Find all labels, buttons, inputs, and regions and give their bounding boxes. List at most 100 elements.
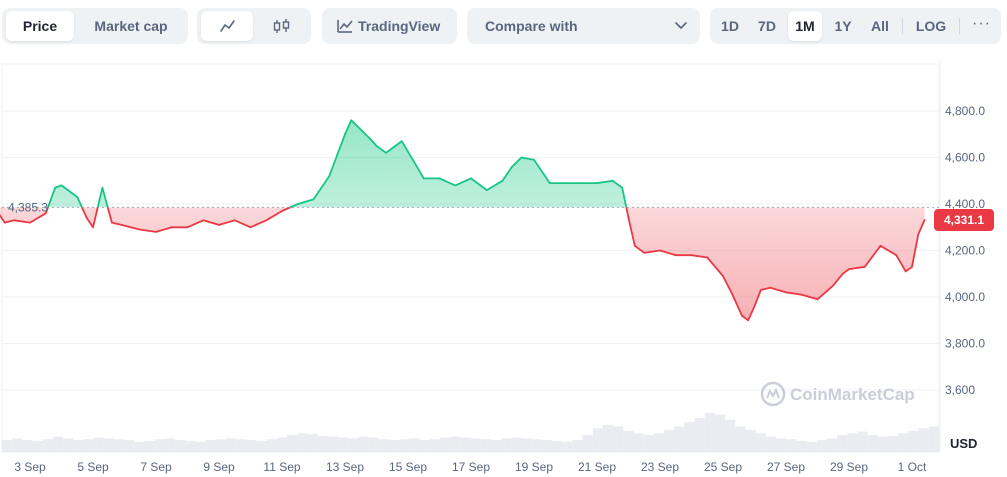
price-point (233, 219, 236, 222)
price-point (832, 284, 835, 287)
price-area-above (0, 120, 925, 208)
x-tick-label: 9 Sep (203, 460, 235, 474)
tradingview-button[interactable]: TradingView (322, 8, 457, 44)
range-1d-button[interactable]: 1D (721, 18, 739, 34)
price-point (621, 186, 624, 189)
price-point (627, 217, 630, 219)
price-point (643, 251, 646, 254)
volume-bar (888, 435, 899, 452)
volume-bar (776, 438, 787, 452)
price-line-above (47, 119, 628, 208)
volume-bar (164, 438, 176, 452)
volume-bar (103, 438, 115, 452)
price-point (580, 182, 583, 184)
chart-toolbar: Price Market cap TradingView Compare wit… (0, 8, 1007, 44)
candlestick-button[interactable] (255, 11, 307, 41)
volume-bar (796, 440, 807, 452)
price-point (202, 219, 205, 222)
volume-bar (12, 438, 23, 452)
volume-bar (521, 438, 532, 452)
volume-bar (175, 440, 186, 452)
x-tick-label: 29 Sep (830, 460, 868, 474)
volume-bar (490, 440, 502, 452)
price-point (611, 179, 614, 182)
last-price-label: 4,331.1 (944, 213, 984, 227)
price-point (470, 177, 472, 180)
price-point (170, 226, 173, 229)
price-point (520, 156, 523, 159)
volume-bar (185, 440, 196, 452)
price-point (328, 175, 331, 177)
volume-bar (287, 435, 298, 452)
price-point (800, 293, 803, 296)
price-point (564, 182, 567, 184)
price-point (722, 275, 724, 277)
volume-bar (725, 419, 736, 452)
tab-price[interactable]: Price (6, 11, 74, 41)
price-point (690, 254, 693, 257)
watermark: CoinMarketCap (760, 381, 915, 407)
compare-with-label: Compare with (485, 18, 578, 34)
volume-bar (755, 433, 766, 452)
volume-bar (867, 435, 878, 452)
range-1y-button[interactable]: 1Y (834, 18, 852, 34)
range-divider (902, 18, 903, 34)
price-point (101, 186, 104, 189)
volume-bar (531, 439, 542, 452)
price-chart: 4,385.3 4,800.0 4,600.0 4,400.0 4,200.0 4,00… (0, 60, 994, 474)
price-point (511, 165, 513, 168)
time-range-toggle: 1D 7D 1M 1Y All LOG ··· (710, 8, 1001, 44)
price-point (706, 256, 709, 259)
x-tick-label: 15 Sep (389, 460, 427, 474)
compare-with-select[interactable]: Compare with (467, 8, 700, 44)
volume-bar (32, 440, 43, 452)
price-point (186, 226, 189, 229)
volume-bar (215, 439, 227, 452)
price-point (369, 138, 372, 140)
price-point (155, 231, 157, 233)
volume-bar (877, 436, 889, 452)
price-point (359, 128, 362, 131)
y-tick-label: 4,200.0 (945, 244, 985, 258)
price-point (917, 233, 920, 236)
y-tick-label: 3,600 (945, 383, 975, 397)
volume-bar (124, 440, 135, 452)
volume-bar (847, 433, 858, 452)
price-point (76, 196, 79, 198)
x-tick-label: 1 Oct (898, 460, 927, 474)
price-point (92, 226, 94, 229)
volume-bar (674, 426, 685, 452)
more-options-button[interactable]: ··· (972, 15, 991, 32)
price-point (29, 221, 31, 224)
range-1m-button[interactable]: 1M (788, 11, 822, 41)
x-tick-label: 11 Sep (263, 460, 300, 474)
range-all-button[interactable]: All (871, 18, 889, 34)
price-point (548, 182, 551, 184)
volume-bar (73, 440, 84, 452)
volume-bar (93, 437, 104, 452)
price-area-below (0, 207, 925, 321)
price-point (895, 254, 898, 257)
volume-bar (928, 426, 939, 452)
volume-bar (358, 436, 369, 452)
price-point (454, 184, 457, 187)
volume-bar (602, 424, 614, 452)
tab-market-cap[interactable]: Market cap (94, 18, 168, 34)
volume-bar (276, 437, 288, 452)
price-point (785, 291, 787, 294)
volume-bar (368, 437, 379, 452)
volume-bar (378, 439, 390, 452)
price-point (741, 314, 743, 317)
price-point (659, 249, 661, 252)
volume-bar (745, 429, 756, 452)
log-scale-button[interactable]: LOG (915, 18, 947, 34)
volume-bar (786, 439, 797, 452)
x-tick-label: 17 Sep (452, 460, 490, 474)
volume-bar (623, 430, 634, 452)
volume-bar (266, 439, 277, 452)
price-point (923, 219, 926, 221)
range-7d-button[interactable]: 7D (758, 18, 776, 34)
price-point (218, 224, 220, 226)
line-chart-button[interactable] (201, 11, 253, 41)
price-point (394, 144, 397, 147)
